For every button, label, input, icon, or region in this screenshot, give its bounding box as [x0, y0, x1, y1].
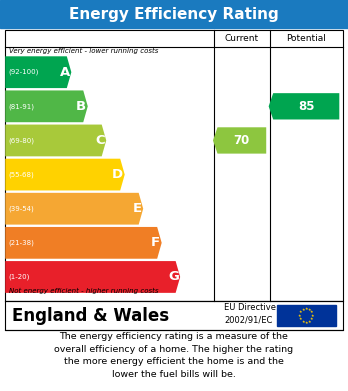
Text: Potential: Potential	[286, 34, 326, 43]
Text: A: A	[60, 66, 70, 79]
Bar	[5, 301, 343, 330]
Text: ★: ★	[311, 314, 314, 318]
Polygon shape	[5, 90, 88, 122]
Text: England & Wales: England & Wales	[12, 307, 169, 325]
Polygon shape	[5, 159, 125, 190]
Bar	[5, 30, 343, 301]
Text: ★: ★	[304, 307, 308, 310]
Polygon shape	[5, 193, 143, 224]
Text: The energy efficiency rating is a measure of the
overall efficiency of a home. T: The energy efficiency rating is a measur…	[54, 332, 294, 379]
Polygon shape	[5, 125, 106, 156]
Text: Very energy efficient - lower running costs: Very energy efficient - lower running co…	[9, 48, 158, 54]
Text: (69-80): (69-80)	[9, 137, 35, 144]
Polygon shape	[5, 56, 71, 88]
Text: ★: ★	[310, 317, 314, 321]
Text: ★: ★	[299, 317, 302, 321]
Text: ★: ★	[298, 314, 302, 318]
Text: (81-91): (81-91)	[9, 103, 35, 109]
Text: 70: 70	[234, 134, 250, 147]
Text: Current: Current	[225, 34, 259, 43]
Polygon shape	[213, 127, 266, 154]
Text: Energy Efficiency Rating: Energy Efficiency Rating	[69, 7, 279, 22]
Polygon shape	[5, 261, 180, 293]
Bar	[0, 0, 348, 28]
Text: F: F	[151, 236, 160, 249]
Text: ★: ★	[308, 320, 311, 324]
Text: D: D	[112, 168, 123, 181]
Text: ★: ★	[301, 308, 305, 312]
Text: ★: ★	[299, 310, 302, 314]
Text: EU Directive
2002/91/EC: EU Directive 2002/91/EC	[224, 303, 276, 325]
Text: ★: ★	[308, 308, 311, 312]
Polygon shape	[5, 227, 162, 259]
Text: 85: 85	[298, 100, 315, 113]
Text: B: B	[76, 100, 86, 113]
Text: (1-20): (1-20)	[9, 274, 30, 280]
Bar	[277, 305, 336, 326]
Text: (39-54): (39-54)	[9, 205, 34, 212]
Text: Not energy efficient - higher running costs: Not energy efficient - higher running co…	[9, 288, 158, 294]
Text: E: E	[133, 202, 142, 215]
Text: ★: ★	[301, 320, 305, 324]
Text: (92-100): (92-100)	[9, 69, 39, 75]
Text: ★: ★	[304, 321, 308, 325]
Text: C: C	[95, 134, 105, 147]
Text: ★: ★	[310, 310, 314, 314]
Polygon shape	[269, 93, 339, 120]
Text: (55-68): (55-68)	[9, 171, 34, 178]
Text: (21-38): (21-38)	[9, 240, 34, 246]
Text: G: G	[168, 271, 179, 283]
